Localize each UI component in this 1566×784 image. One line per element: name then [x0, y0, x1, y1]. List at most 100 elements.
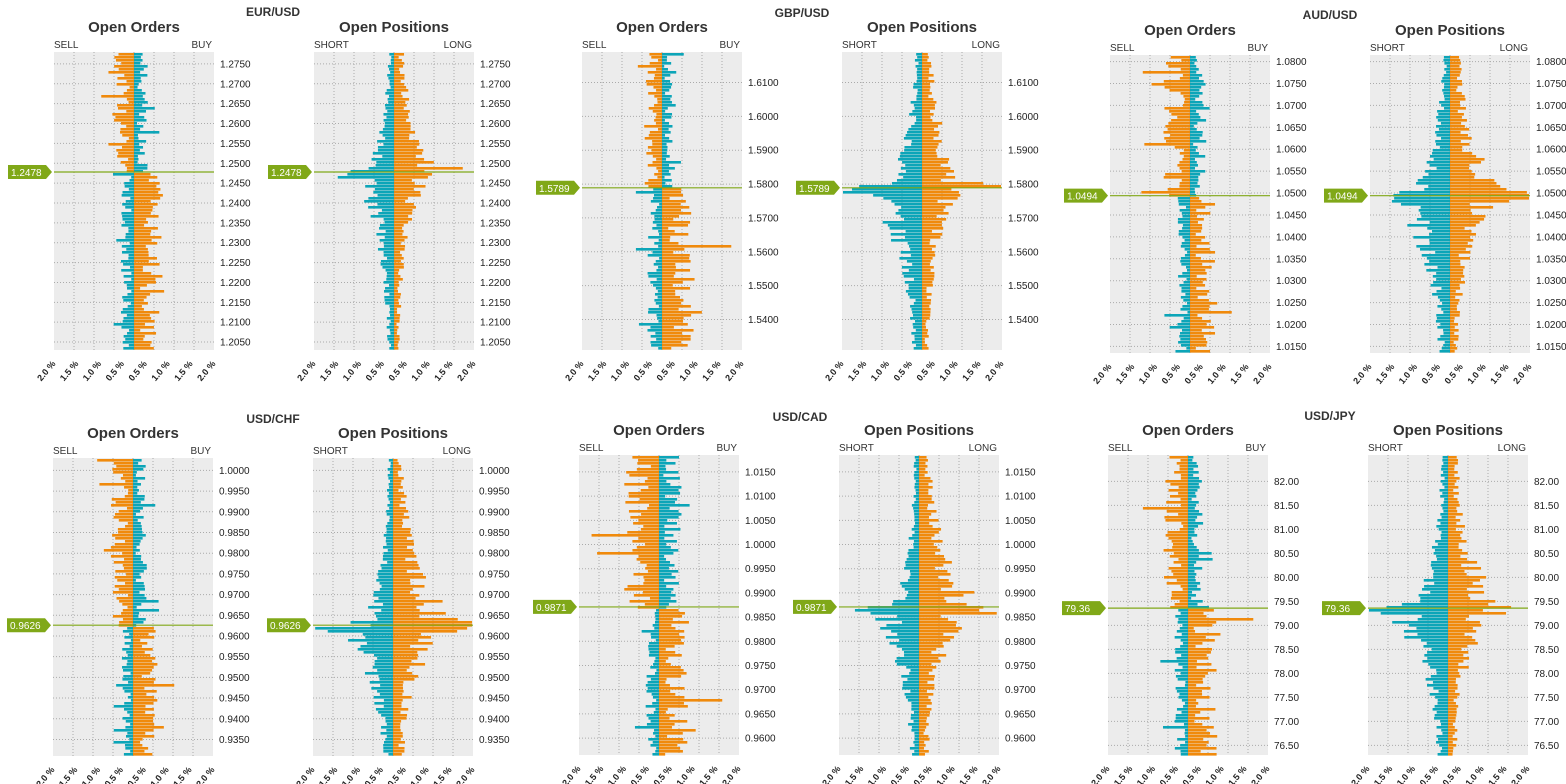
- bar: [662, 200, 686, 203]
- bar: [393, 720, 402, 723]
- bar: [1418, 209, 1450, 212]
- bar: [390, 344, 394, 347]
- bar: [386, 735, 393, 738]
- bar: [1190, 95, 1200, 98]
- bar: [1450, 317, 1455, 320]
- bar: [662, 161, 681, 164]
- bar: [130, 672, 133, 675]
- bar: [1188, 747, 1217, 750]
- bar: [914, 735, 919, 738]
- x-tick-label: 2.0 %: [820, 764, 842, 784]
- bar: [393, 495, 407, 498]
- bar: [919, 519, 939, 522]
- y-tick-label: 78.00: [1534, 669, 1559, 680]
- bar: [134, 164, 148, 167]
- bar: [1151, 83, 1190, 86]
- bar: [134, 53, 143, 56]
- bar: [378, 576, 393, 579]
- bar: [394, 299, 399, 302]
- bar: [390, 71, 394, 74]
- bar: [651, 149, 662, 152]
- bar: [1188, 471, 1199, 474]
- bar: [659, 465, 666, 468]
- bar: [122, 215, 134, 218]
- bar: [919, 684, 935, 687]
- bar: [393, 546, 408, 549]
- bar: [133, 519, 138, 522]
- bar: [659, 507, 670, 510]
- bar: [919, 483, 929, 486]
- x-tick-label: 0.5 %: [127, 359, 149, 383]
- bar: [1180, 639, 1188, 642]
- bar: [1181, 179, 1190, 182]
- bar: [642, 591, 659, 594]
- bar: [1181, 699, 1188, 702]
- bar: [389, 516, 393, 519]
- y-tick-label: 1.2600: [220, 119, 251, 130]
- bar: [651, 56, 662, 59]
- bar: [652, 221, 662, 224]
- y-tick-label: 78.50: [1534, 645, 1559, 656]
- bar: [1188, 645, 1196, 648]
- bar: [393, 531, 411, 534]
- bar: [922, 347, 929, 350]
- bar: [127, 696, 133, 699]
- bar: [1142, 507, 1188, 510]
- bar: [658, 59, 662, 62]
- bar: [393, 567, 420, 570]
- bar: [1188, 678, 1203, 681]
- bar: [348, 639, 393, 642]
- bar: [393, 609, 420, 612]
- x-tick-label: 2.0 %: [455, 359, 477, 383]
- bar: [133, 498, 145, 501]
- bar: [662, 176, 665, 179]
- y-tick-label: 0.9750: [745, 661, 776, 672]
- bar: [648, 107, 662, 110]
- bar: [133, 540, 141, 543]
- bar: [130, 266, 134, 269]
- bar: [1430, 666, 1448, 669]
- bar: [628, 510, 659, 513]
- bar: [1190, 131, 1203, 134]
- bar: [1450, 176, 1475, 179]
- bar: [913, 278, 922, 281]
- bar: [393, 594, 420, 597]
- bar: [394, 68, 400, 71]
- bar: [658, 170, 662, 173]
- bar: [662, 110, 666, 113]
- bar: [327, 630, 393, 633]
- bar: [919, 465, 928, 468]
- bar: [647, 71, 662, 74]
- bar: [394, 161, 434, 164]
- bar: [913, 741, 919, 744]
- bar: [1436, 125, 1450, 128]
- bar: [134, 344, 151, 347]
- bar: [648, 179, 662, 182]
- bar: [913, 543, 919, 546]
- bar: [655, 287, 662, 290]
- left-side-label: SHORT: [313, 446, 348, 457]
- bar: [1190, 242, 1210, 245]
- bar: [917, 68, 922, 71]
- bar: [1442, 507, 1448, 510]
- bar: [662, 221, 691, 224]
- bar: [134, 113, 140, 116]
- bar: [122, 609, 133, 612]
- bar: [1190, 200, 1202, 203]
- bar: [900, 582, 919, 585]
- bar: [914, 107, 922, 110]
- bar: [1182, 624, 1188, 627]
- bar: [368, 167, 394, 170]
- bar: [1450, 155, 1477, 158]
- bar: [393, 705, 402, 708]
- bar: [393, 690, 404, 693]
- bar: [1436, 134, 1450, 137]
- bar: [134, 248, 148, 251]
- right-side-label: BUY: [716, 443, 737, 454]
- bar: [394, 128, 411, 131]
- bar: [662, 131, 671, 134]
- bar: [1188, 477, 1200, 480]
- bar: [1441, 468, 1448, 471]
- bar: [1179, 77, 1190, 80]
